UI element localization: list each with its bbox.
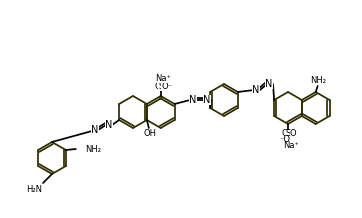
Text: O⁻: O⁻ (161, 82, 172, 90)
Text: O: O (160, 78, 167, 87)
Text: Na⁺: Na⁺ (155, 73, 171, 82)
Text: N: N (252, 85, 260, 95)
Text: NH₂: NH₂ (310, 75, 326, 85)
Text: N: N (189, 95, 197, 105)
Text: O: O (155, 82, 161, 90)
Text: N: N (203, 95, 211, 105)
Text: N: N (265, 79, 273, 89)
Text: O: O (290, 129, 296, 138)
Text: S: S (158, 82, 163, 90)
Text: N: N (91, 125, 99, 135)
Text: OH: OH (143, 128, 156, 138)
Text: H₂N: H₂N (26, 186, 42, 194)
Text: ⁻O: ⁻O (279, 136, 290, 145)
Text: Na⁺: Na⁺ (283, 141, 299, 150)
Text: NH₂: NH₂ (85, 145, 101, 153)
Text: O: O (282, 129, 288, 138)
Text: S: S (285, 129, 291, 138)
Text: N: N (105, 120, 113, 130)
